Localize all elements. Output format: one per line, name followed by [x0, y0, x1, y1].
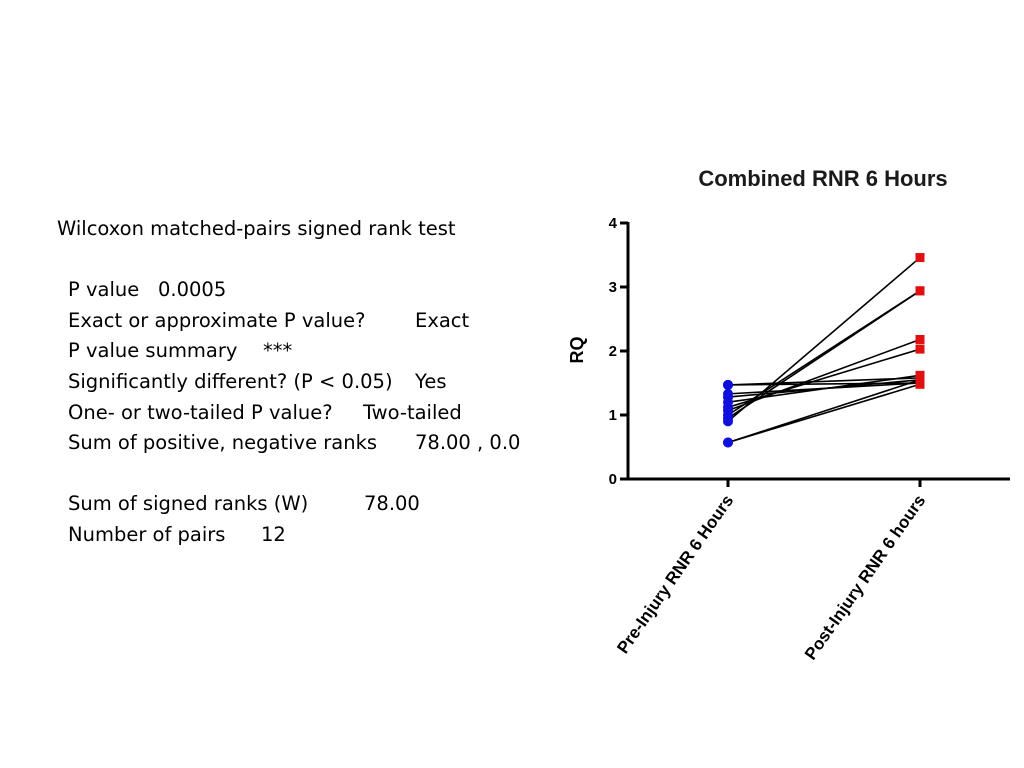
stats-value: 78.00 [364, 492, 420, 516]
pair-line [727, 379, 921, 444]
stats-row-ranks: Sum of positive, negative ranks 78.00 , 0… [57, 428, 520, 459]
y-tick-label: 0 [609, 471, 617, 488]
stats-row-summary: P value summary *** [57, 336, 520, 367]
stats-value: 78.00 , 0.0 [415, 431, 521, 455]
stats-label: Exact or approximate P value? [68, 308, 366, 332]
pair-line [727, 338, 921, 412]
x-category-label-post: Post-Injury RNR 6 hours [801, 491, 929, 663]
post-injury-point [915, 334, 925, 344]
data-points [723, 253, 925, 448]
y-axis-label: RQ [567, 337, 587, 364]
stats-value: 0.0005 [158, 278, 227, 302]
stats-label: One- or two-tailed P value? [68, 400, 333, 424]
pre-injury-point [723, 437, 733, 448]
x-category-label-pre: Pre-Injury RNR 6 Hours [613, 491, 737, 657]
stats-label: Sum of signed ranks (W) [68, 492, 309, 516]
pre-injury-point [723, 379, 733, 390]
y-tick-label: 1 [609, 407, 617, 424]
pair-line [727, 290, 921, 416]
post-injury-point [915, 378, 925, 388]
stats-row-pairs: Number of pairs 12 [57, 520, 520, 551]
stats-value: *** [263, 339, 293, 363]
stats-label: Significantly different? (P < 0.05) [68, 369, 393, 393]
stats-row-p-value: P value 0.0005 [57, 275, 520, 306]
stats-label: P value summary [68, 339, 238, 363]
stats-value: Two-tailed [363, 400, 462, 424]
stats-label: P value [68, 278, 140, 302]
post-injury-point [915, 373, 925, 383]
post-injury-point [915, 286, 925, 296]
stats-value: Exact [415, 308, 470, 332]
y-tick-label: 3 [609, 279, 617, 296]
pair-lines [727, 256, 921, 444]
stats-label: Number of pairs [68, 522, 226, 546]
pre-injury-point [723, 388, 733, 399]
stats-value: 12 [261, 522, 286, 546]
stats-row-tailed: One- or two-tailed P value? Two-tailed [57, 398, 520, 429]
stats-row-signed-ranks: Sum of signed ranks (W) 78.00 [57, 489, 520, 520]
post-injury-point [915, 253, 925, 263]
stats-value: Yes [415, 369, 447, 393]
pair-line [727, 382, 921, 395]
stats-label: Sum of positive, negative ranks [68, 431, 378, 455]
stats-row-significant: Significantly different? (P < 0.05) Yes [57, 367, 520, 398]
stats-title: Wilcoxon matched-pairs signed rank test [57, 217, 456, 240]
post-injury-point [915, 344, 925, 354]
axes: 0 1 2 3 4 [609, 215, 1010, 488]
stats-row-exact: Exact or approximate P value? Exact [57, 306, 520, 337]
pair-line [727, 382, 921, 386]
chart-title: Combined RNR 6 Hours [698, 166, 947, 191]
pair-line [727, 377, 921, 386]
stats-panel: Wilcoxon matched-pairs signed rank test … [57, 214, 520, 551]
y-tick-label: 2 [609, 343, 617, 360]
y-tick-label: 4 [609, 215, 618, 232]
